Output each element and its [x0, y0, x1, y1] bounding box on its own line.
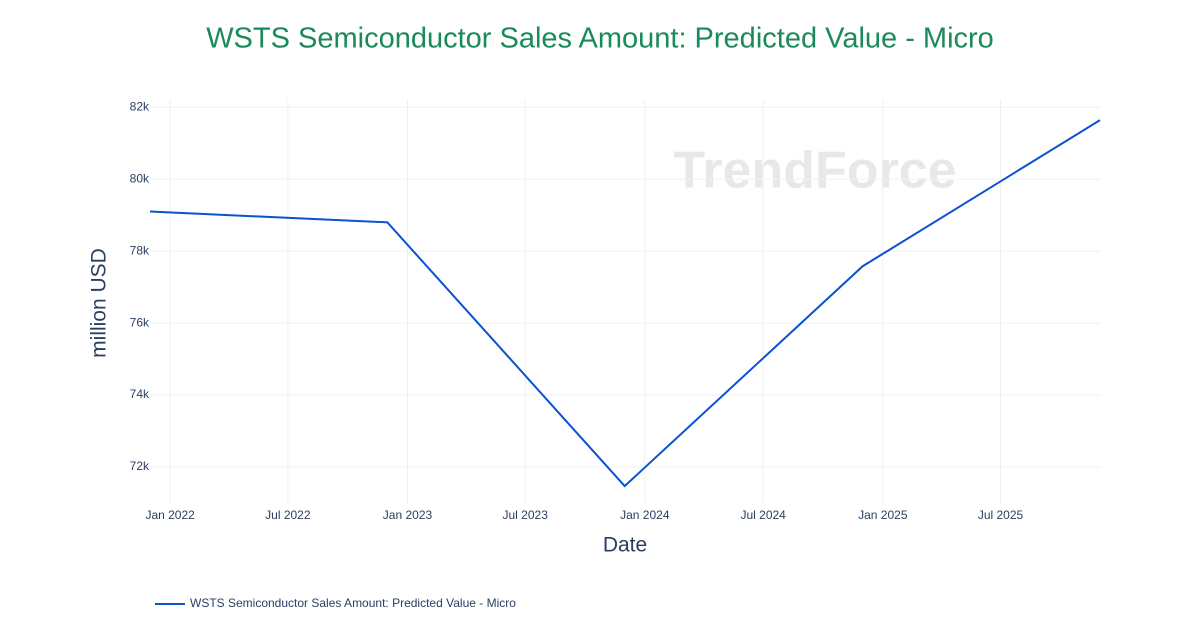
y-tick-label: 74k: [130, 387, 150, 401]
y-tick-label: 80k: [130, 171, 150, 185]
y-axis-title: million USD: [88, 248, 111, 358]
y-tick-label: 76k: [130, 315, 150, 329]
x-tick-label: Jan 2023: [383, 508, 433, 522]
y-tick-label: 82k: [130, 99, 150, 113]
x-tick-label: Jan 2025: [858, 508, 908, 522]
x-tick-label: Jul 2023: [503, 508, 549, 522]
x-tick-label: Jul 2022: [265, 508, 311, 522]
legend-label: WSTS Semiconductor Sales Amount: Predict…: [190, 596, 516, 610]
x-tick-label: Jan 2024: [620, 508, 670, 522]
y-tick-label: 72k: [130, 459, 150, 473]
x-axis-title: Date: [603, 534, 647, 557]
line-series: [149, 119, 1101, 488]
x-tick-label: Jan 2022: [145, 508, 195, 522]
chart-title: WSTS Semiconductor Sales Amount: Predict…: [206, 23, 994, 55]
x-tick-label: Jul 2024: [740, 508, 786, 522]
watermark: TrendForce: [673, 142, 956, 200]
y-tick-label: 78k: [130, 243, 150, 257]
x-tick-label: Jul 2025: [978, 508, 1024, 522]
